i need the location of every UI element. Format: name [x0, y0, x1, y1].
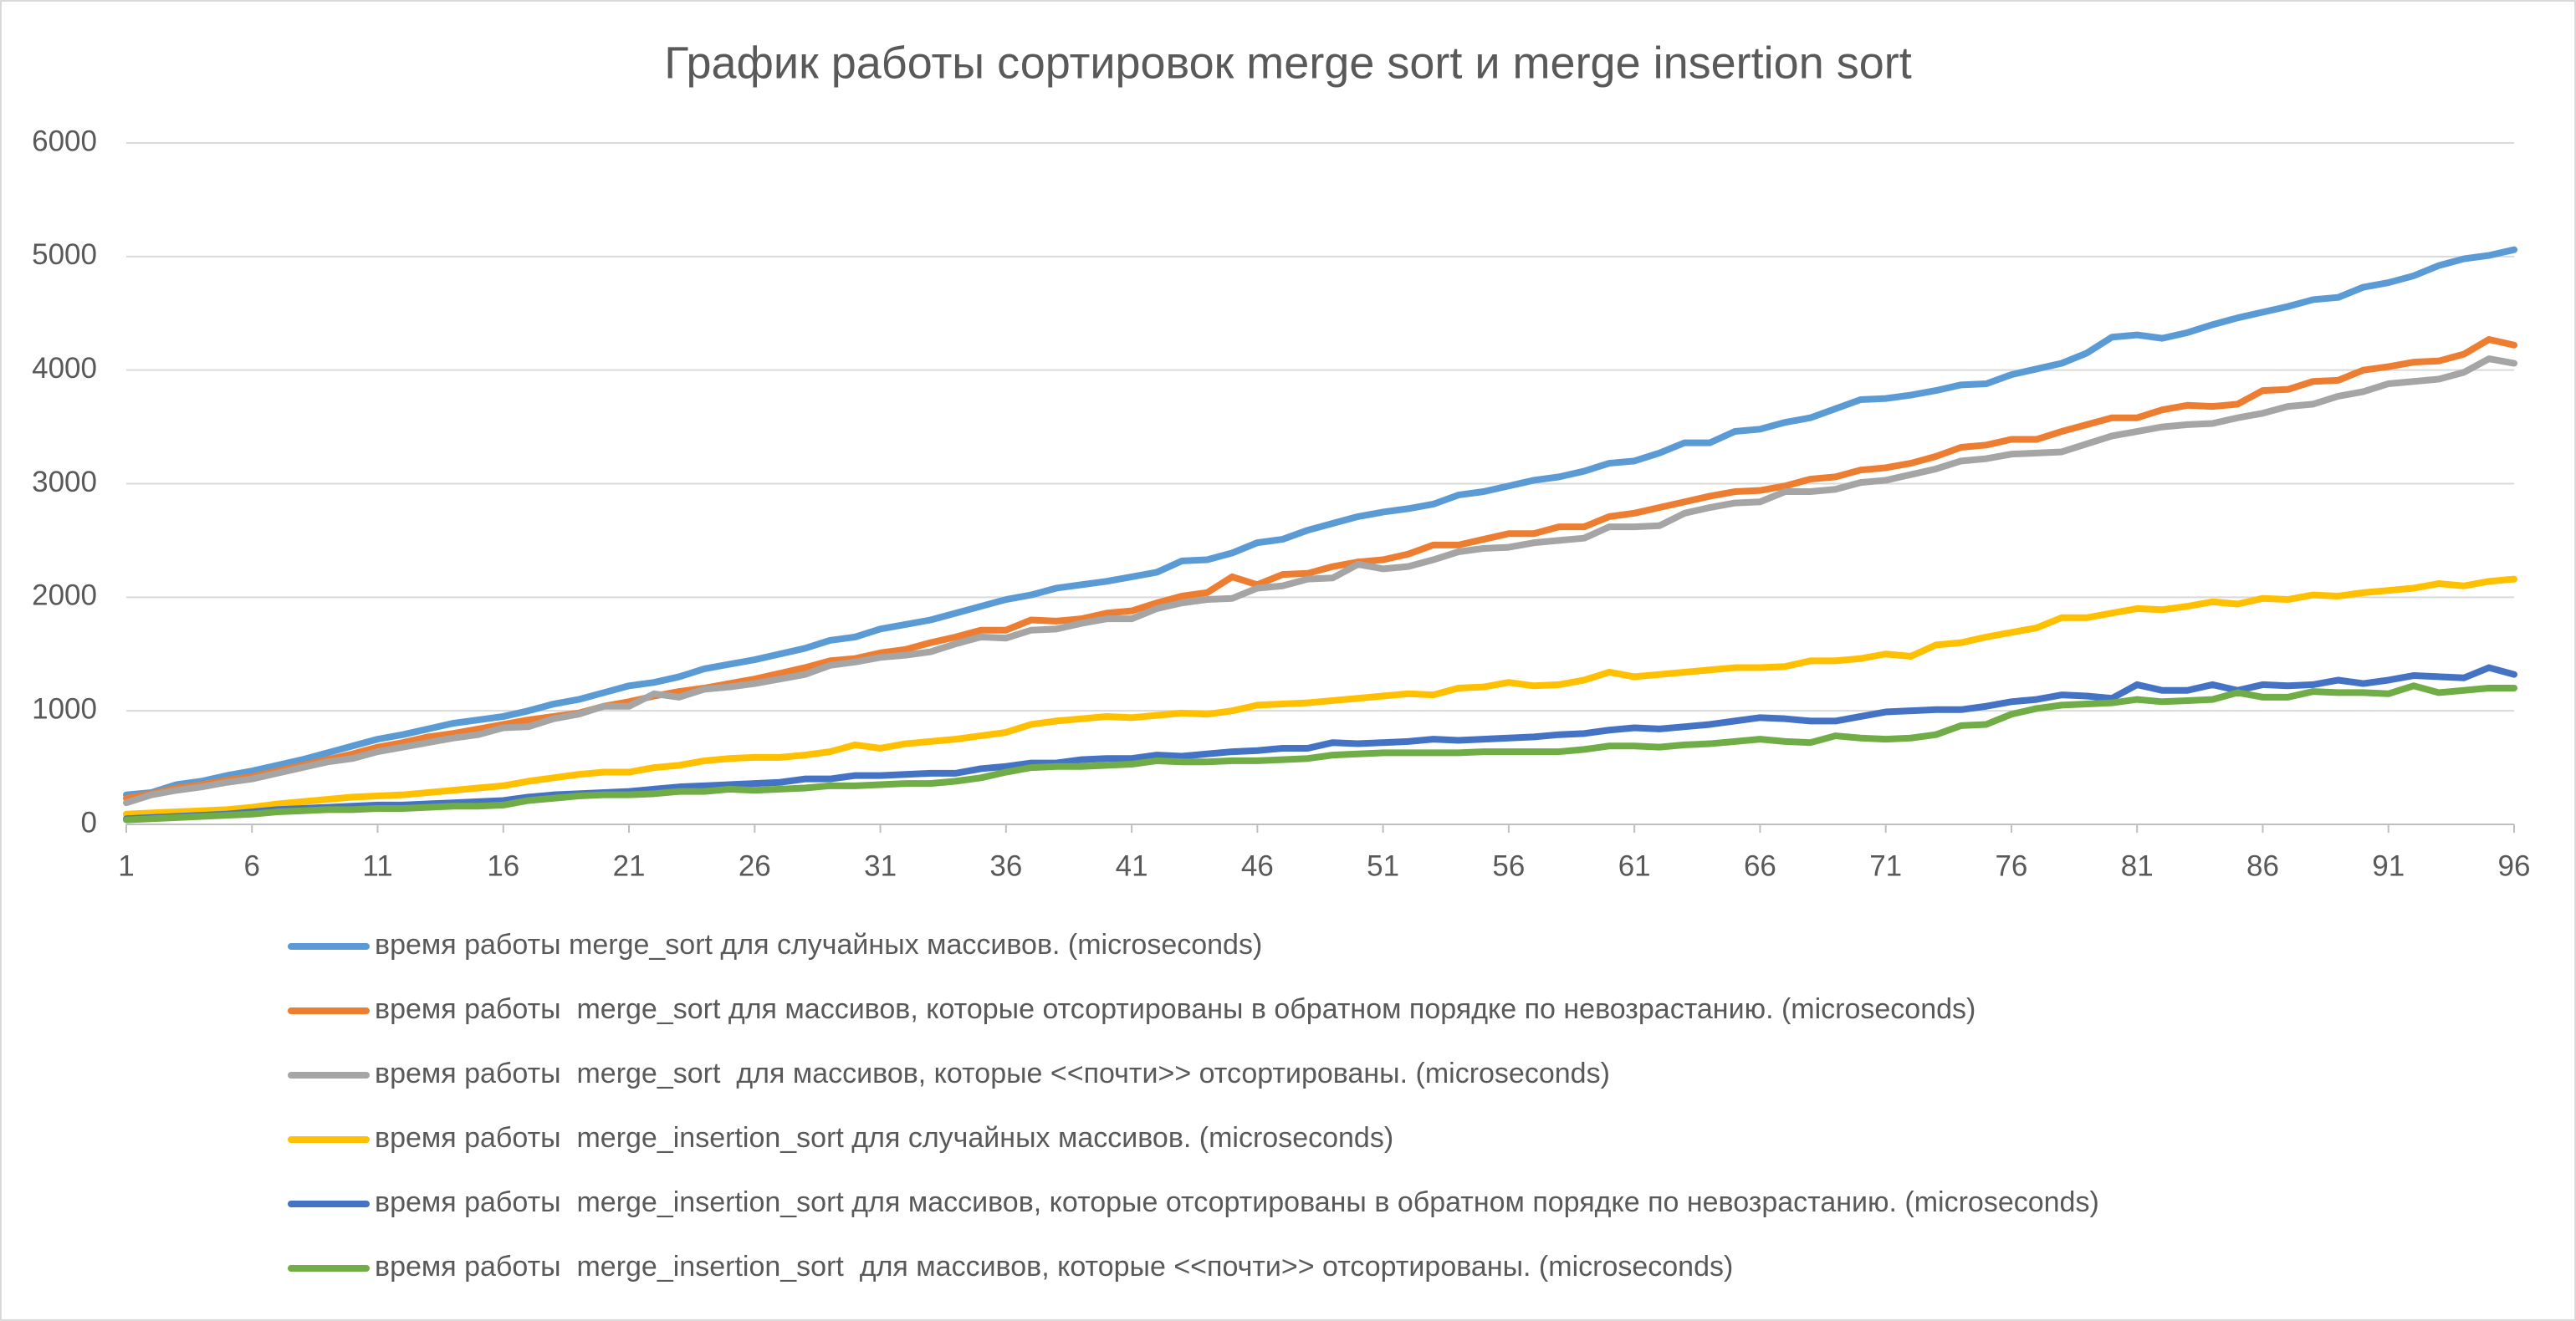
- y-tick-label: 4000: [32, 352, 97, 385]
- x-tick-label: 11: [362, 849, 392, 882]
- x-tick-label: 61: [1618, 849, 1651, 882]
- x-tick-label: 46: [1241, 849, 1274, 882]
- x-tick-label: 76: [1995, 849, 2027, 882]
- series-line: [123, 355, 2517, 807]
- legend-label: время работы merge_sort для массивов, ко…: [375, 993, 1975, 1025]
- legend-label: время работы merge_insertion_sort для сл…: [375, 1122, 1393, 1154]
- x-tick-label: 51: [1367, 849, 1399, 882]
- x-tick-label: 6: [244, 849, 260, 882]
- x-tick-label: 86: [2246, 849, 2279, 882]
- y-tick-label: 1000: [32, 692, 97, 725]
- x-tick-label: 36: [989, 849, 1022, 882]
- y-tick-label: 2000: [32, 579, 97, 612]
- x-tick-label: 26: [739, 849, 771, 882]
- x-tick-label: 41: [1116, 849, 1148, 882]
- chart-title: График работы сортировок merge sort и me…: [664, 38, 1912, 88]
- x-tick-label: 56: [1492, 849, 1525, 882]
- legend-label: время работы merge_sort для случайных ма…: [375, 929, 1262, 961]
- x-tick-label: 1: [118, 849, 134, 882]
- x-tick-label: 16: [487, 849, 519, 882]
- legend-label: время работы merge_insertion_sort для ма…: [375, 1186, 2099, 1218]
- x-tick-label: 71: [1869, 849, 1902, 882]
- x-tick-label: 81: [2121, 849, 2154, 882]
- series-line: [123, 682, 2517, 824]
- x-tick-label: 31: [864, 849, 897, 882]
- series-line: [123, 246, 2517, 798]
- x-tick-label: 91: [2372, 849, 2405, 882]
- series-line: [123, 335, 2517, 802]
- legend-label: время работы merge_insertion_sort для ма…: [375, 1251, 1733, 1283]
- y-tick-label: 3000: [32, 466, 97, 498]
- legend-label: время работы merge_sort для массивов, ко…: [375, 1058, 1610, 1089]
- x-tick-label: 66: [1744, 849, 1776, 882]
- series-line: [123, 575, 2517, 818]
- y-tick-label: 0: [81, 806, 97, 839]
- x-tick-label: 96: [2498, 849, 2531, 882]
- series-line: [123, 664, 2517, 823]
- x-tick-label: 21: [613, 849, 646, 882]
- y-tick-label: 5000: [32, 238, 97, 271]
- y-tick-label: 6000: [32, 125, 97, 157]
